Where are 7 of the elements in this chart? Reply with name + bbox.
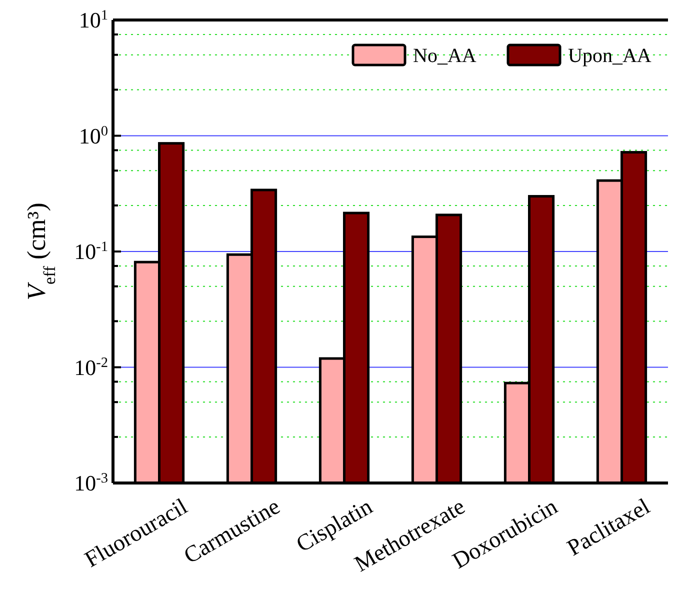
y-tick-label: 10$^{-1}$ <box>74 239 108 264</box>
legend-label: No_AA <box>413 45 477 67</box>
y-tick-label: 10$^{-2}$ <box>74 354 108 380</box>
y-tick-label: 10$^{1}$ <box>78 8 108 33</box>
y-tick-label: 10$^{0}$ <box>78 123 108 148</box>
y-tick-label: 10$^{-3}$ <box>74 470 108 496</box>
legend-label: Upon_AA <box>568 45 652 67</box>
